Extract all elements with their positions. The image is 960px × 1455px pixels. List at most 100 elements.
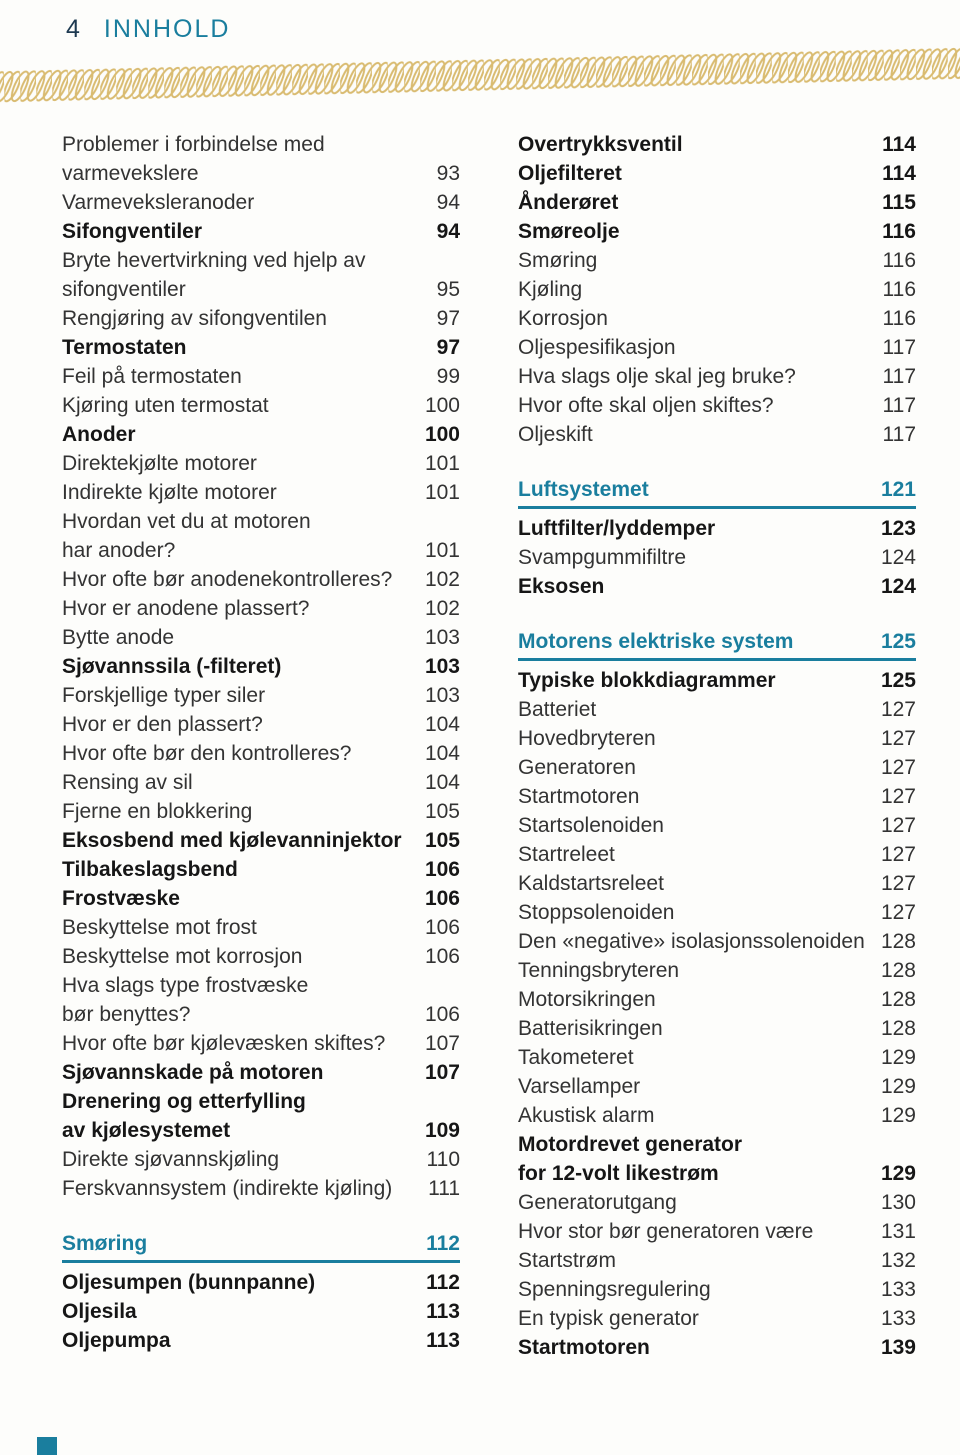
toc-entry: Generatoren 127 xyxy=(518,753,916,782)
toc-entry-title: Takometeret xyxy=(518,1043,634,1072)
toc-entry-title: Rengjøring av sifongventilen xyxy=(62,304,327,333)
toc-entry: Varmeveksleranoder 94 xyxy=(62,188,460,217)
toc-entry-page-number: 114 xyxy=(882,162,916,185)
toc-entry-title: Hvor ofte bør kjølevæsken skiftes? xyxy=(62,1029,385,1058)
toc-entry-title: Hvor er den plassert? xyxy=(62,710,263,739)
toc-entry-line: Sjøvannssila (-filteret) xyxy=(62,655,282,678)
toc-entry-page-number: 104 xyxy=(424,742,460,765)
toc-entry-line: Sjøvannskade på motoren xyxy=(62,1061,324,1084)
toc-entry-page-number: 131 xyxy=(880,1220,916,1243)
toc-entry-line: Forskjellige typer siler xyxy=(62,684,266,707)
toc-entry: Luftfilter/lyddemper 123 xyxy=(518,514,916,543)
toc-entry-page-number: 133 xyxy=(880,1278,916,1301)
toc-entry-page-number: 117 xyxy=(882,423,916,446)
toc-entry-page-number: 111 xyxy=(428,1177,460,1200)
toc-entry: Indirekte kjølte motorer 101 xyxy=(62,478,460,507)
toc-entry-page-number: 113 xyxy=(426,1300,460,1323)
toc-entry: Spenningsregulering 133 xyxy=(518,1275,916,1304)
toc-entry-line: Oljefilteret xyxy=(518,162,622,185)
toc-entry-page-number: 123 xyxy=(880,517,916,540)
toc-entry-title: Luftfilter/lyddemper xyxy=(518,514,715,543)
toc-entry-line: Startreleet xyxy=(518,843,615,866)
toc-entry-line: Hvor ofte bør den kontrolleres? xyxy=(62,742,352,765)
toc-entry-title: Hvor stor bør generatoren være xyxy=(518,1217,813,1246)
toc-entry-line: Indirekte kjølte motorer xyxy=(62,481,277,504)
toc-entry-line: sifongventiler xyxy=(62,278,186,301)
toc-entry-page-number: 124 xyxy=(880,546,916,569)
toc-entry-title: Direktekjølte motorer xyxy=(62,449,257,478)
toc-entry-title: Overtrykksventil xyxy=(518,130,683,159)
toc-entry-page-number: 103 xyxy=(424,655,460,678)
toc-entry-line: Kjøling xyxy=(518,278,583,301)
toc-entry-title: Motorsikringen xyxy=(518,985,656,1014)
toc-entry-line: Startmotoren xyxy=(518,1336,650,1359)
toc-entry-title: Sjøvannssila (-filteret) xyxy=(62,652,281,681)
toc-entry-line: En typisk generator xyxy=(518,1307,699,1330)
toc-entry-title: Batteriet xyxy=(518,695,596,724)
toc-entry-line: Den «negative» isolasjonssolenoiden xyxy=(518,930,865,953)
toc-entry-page-number: 117 xyxy=(882,394,916,417)
toc-entry-title: Hva slags type frostvæske bør benyttes? xyxy=(62,971,308,1029)
toc-entry: Beskyttelse mot frost 106 xyxy=(62,913,460,942)
toc-entry-line: Ånderøret xyxy=(518,191,619,214)
toc-entry-page-number: 113 xyxy=(426,1329,460,1352)
toc-entry-page-number: 103 xyxy=(424,626,460,649)
toc-entry: Beskyttelse mot korrosjon 106 xyxy=(62,942,460,971)
toc-entry-title: Hvor ofte skal oljen skiftes? xyxy=(518,391,774,420)
toc-entry: Startsolenoiden 127 xyxy=(518,811,916,840)
toc-entry-title: Oljefilteret xyxy=(518,159,622,188)
toc-entry-page-number: 104 xyxy=(424,771,460,794)
toc-entry: Drenering og etterfylling av kjølesysteme… xyxy=(62,1087,460,1145)
toc-entry-title: Smøring xyxy=(62,1229,147,1258)
toc-entry-page-number: 127 xyxy=(880,814,916,837)
toc-entry-page-number: 104 xyxy=(424,713,460,736)
toc-entry-line: Luftfilter/lyddemper xyxy=(518,517,716,540)
toc-entry-page-number: 102 xyxy=(424,568,460,591)
toc-entry-line: bør benyttes? xyxy=(62,1003,191,1026)
toc-entry-line: Oljespesifikasjon xyxy=(518,336,676,359)
toc-entry-line: Hvor ofte bør kjølevæsken skiftes? xyxy=(62,1032,386,1055)
toc-entry-title: Feil på termostaten xyxy=(62,362,242,391)
toc-entry-title: Sjøvannskade på motoren xyxy=(62,1058,323,1087)
toc-entry: Direktekjølte motorer 101 xyxy=(62,449,460,478)
toc-entry-line: Feil på termostaten xyxy=(62,365,242,388)
toc-entry-line: Beskyttelse mot korrosjon xyxy=(62,945,303,968)
toc-entry-line: Startstrøm xyxy=(518,1249,616,1272)
toc-entry-line: Batteriet xyxy=(518,698,597,721)
toc-entry-line: Varmeveksleranoder xyxy=(62,191,255,214)
toc-entry-page-number: 127 xyxy=(880,872,916,895)
toc-entry-title: Eksosen xyxy=(518,572,604,601)
toc-entry-line: Akustisk alarm xyxy=(518,1104,655,1127)
toc-entry-line: Eksosen xyxy=(518,575,605,598)
toc-entry-line: Kjøring uten termostat xyxy=(62,394,269,417)
toc-entry-title: Startsolenoiden xyxy=(518,811,664,840)
toc-entry-title: Frostvæske xyxy=(62,884,180,913)
toc-column-left: Problemer i forbindelse med varmevekslere… xyxy=(62,130,460,1362)
toc-entry: Svampgummifiltre 124 xyxy=(518,543,916,572)
toc-entry-line: Hva slags olje skal jeg bruke? xyxy=(518,365,796,388)
toc-entry-title: Generatoren xyxy=(518,753,636,782)
toc-entry: Motordrevet generator for 12-volt likestr… xyxy=(518,1130,916,1188)
toc-entry-page-number: 127 xyxy=(880,785,916,808)
toc-entry-line: Termostaten xyxy=(62,336,187,359)
toc-entry-page-number: 129 xyxy=(880,1075,916,1098)
toc-entry: Hva slags type frostvæske bør benyttes? 10… xyxy=(62,971,460,1029)
toc-entry-title: Hvordan vet du at motoren har anoder? xyxy=(62,507,311,565)
toc-entry-page-number: 110 xyxy=(426,1148,460,1171)
toc-entry-page-number: 112 xyxy=(426,1232,460,1255)
toc-entry-line: Overtrykksventil xyxy=(518,133,683,156)
toc-entry-page-number: 116 xyxy=(882,220,916,243)
toc-entry-line: Motorens elektriske system xyxy=(518,630,794,653)
toc-entry-page-number: 116 xyxy=(882,249,916,272)
toc-entry: Bytte anode 103 xyxy=(62,623,460,652)
toc-entry: En typisk generator 133 xyxy=(518,1304,916,1333)
toc-entry-title: Ferskvannsystem (indirekte kjøling) xyxy=(62,1174,392,1203)
toc-entry: Oljefilteret 114 xyxy=(518,159,916,188)
toc-entry-title: Sifongventiler xyxy=(62,217,202,246)
toc-entry-title: Bryte hevertvirkning ved hjelp av sifongv… xyxy=(62,246,366,304)
toc-entry-line: Problemer i forbindelse med xyxy=(62,133,325,156)
toc-entry-title: Fjerne en blokkering xyxy=(62,797,252,826)
toc-entry: Ånderøret 115 xyxy=(518,188,916,217)
toc-entry-line: Anoder xyxy=(62,423,136,446)
toc-entry: Motorsikringen 128 xyxy=(518,985,916,1014)
